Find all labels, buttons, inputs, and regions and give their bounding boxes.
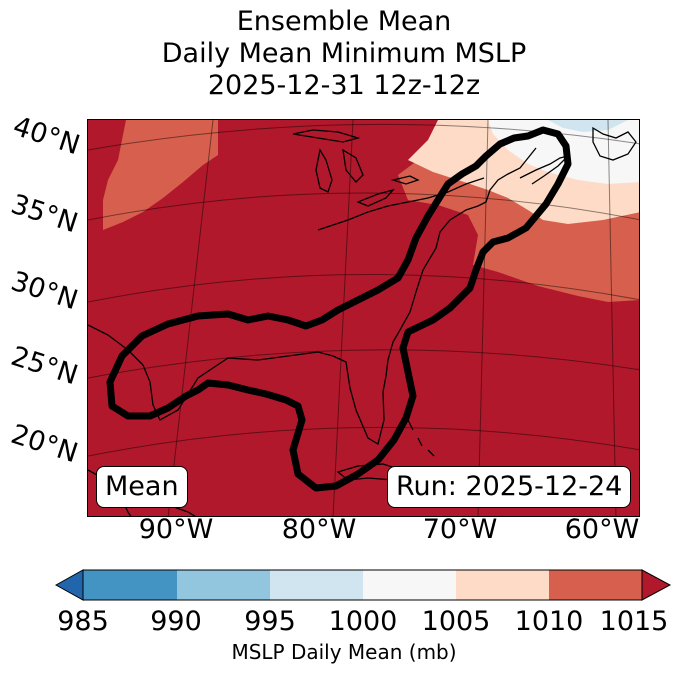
- lake-superior: [292, 129, 361, 143]
- run-badge: Run: 2025-12-24: [387, 466, 632, 508]
- colorbar-seg-995-1000: [270, 570, 363, 600]
- bahamas: [407, 419, 435, 457]
- colorbar-tick-985: 985: [57, 606, 109, 637]
- lat-label-40: 40°N: [9, 110, 84, 162]
- lat-label-25: 25°N: [7, 340, 82, 392]
- lon-label-60: 60°W: [564, 514, 640, 545]
- colorbar-tick-1010: 1010: [514, 606, 584, 637]
- colorbar-tick-990: 990: [150, 606, 202, 637]
- lon-label-70: 70°W: [422, 514, 498, 545]
- colorbar-title: MSLP Daily Mean (mb): [231, 640, 457, 664]
- graticule: [88, 120, 639, 516]
- lat-label-35: 35°N: [7, 188, 82, 240]
- lon-label-80: 80°W: [281, 514, 357, 545]
- meridian-70: [477, 120, 489, 516]
- colorbar-seg-1010-1015: [549, 570, 642, 600]
- colorbar-seg-1005-1010: [456, 570, 549, 600]
- colorbar-tick-1015: 1015: [599, 606, 669, 637]
- colorbar-seg-990-995: [177, 570, 270, 600]
- parallel-25: [88, 349, 639, 379]
- parallel-40: [88, 123, 639, 151]
- lake-erie: [356, 188, 395, 207]
- parallel-35: [88, 192, 639, 221]
- colorbar-outline: [82, 569, 643, 601]
- atlantic-coast: [387, 147, 537, 361]
- mean-badge: Mean: [96, 466, 188, 508]
- meridian-80: [332, 120, 354, 516]
- map-panel: Mean Run: 2025-12-24: [87, 119, 640, 517]
- colorbar: [54, 569, 672, 601]
- lake-ontario: [390, 175, 420, 185]
- colorbar-seg-985-990: [83, 570, 177, 600]
- gulf-coast: [88, 324, 389, 446]
- mslp-contour: [106, 126, 572, 492]
- lat-label-20: 20°N: [7, 418, 82, 470]
- lon-label-90: 90°W: [138, 514, 214, 545]
- parallel-20: [88, 426, 639, 457]
- parallel-30: [88, 274, 639, 303]
- lake-huron: [342, 148, 364, 183]
- colorbar-tick-1005: 1005: [421, 606, 491, 637]
- great-lakes-shore: [317, 177, 485, 231]
- colorbar-extend-low: [54, 569, 84, 601]
- colorbar-tick-1000: 1000: [328, 606, 398, 637]
- colorbar-seg-1000-1005: [363, 570, 456, 600]
- mslp-band-ne-blue: [548, 120, 628, 132]
- meridian-60: [607, 120, 617, 516]
- mslp-band-nw: [103, 120, 218, 230]
- title-line-3: 2025-12-31 12z-12z: [207, 70, 481, 101]
- newfoundland: [592, 126, 637, 161]
- lake-michigan: [315, 148, 333, 193]
- title-line-2: Daily Mean Minimum MSLP: [161, 38, 527, 69]
- lat-label-30: 30°N: [7, 265, 82, 317]
- colorbar-tick-995: 995: [244, 606, 296, 637]
- colorbar-extend-high: [641, 569, 672, 601]
- map-svg: [88, 120, 639, 516]
- title-line-1: Ensemble Mean: [236, 6, 452, 37]
